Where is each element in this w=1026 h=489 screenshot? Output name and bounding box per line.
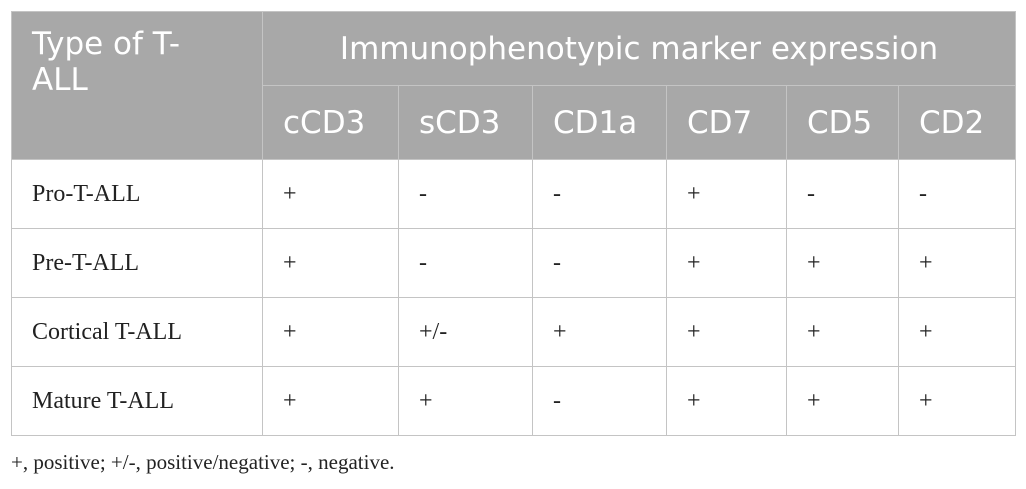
cell: +	[262, 366, 399, 436]
column-header: sCD3	[398, 85, 533, 160]
table-row: Pre-T-ALL + - - + + +	[11, 228, 1017, 298]
column-header: cCD3	[262, 85, 399, 160]
column-header: CD1a	[532, 85, 667, 160]
group-header: Immunophenotypic marker expression	[261, 11, 1017, 86]
cell: +	[897, 228, 1017, 298]
row-label: Pre-T-ALL	[11, 228, 263, 298]
cell: -	[786, 159, 899, 229]
table-row: Mature T-ALL + + - + + +	[11, 366, 1017, 436]
column-header: CD5	[786, 85, 899, 160]
table-row: Cortical T-ALL + +/- + + + +	[11, 297, 1017, 367]
corner-label: Type of T-ALL	[32, 26, 181, 98]
cell: +/-	[398, 297, 533, 367]
cell: -	[532, 366, 667, 436]
cell: +	[897, 297, 1017, 367]
cell: +	[262, 297, 399, 367]
header-cell: Type of T-ALL	[11, 11, 263, 160]
cell: +	[398, 366, 533, 436]
cell: -	[532, 159, 667, 229]
cell: -	[897, 159, 1017, 229]
cell: -	[532, 228, 667, 298]
row-label: Cortical T-ALL	[11, 297, 263, 367]
cell: +	[262, 228, 399, 298]
row-label: Mature T-ALL	[11, 366, 263, 436]
cell: +	[897, 366, 1017, 436]
cell: +	[786, 297, 899, 367]
cell: -	[398, 228, 533, 298]
cell: +	[666, 159, 787, 229]
column-header: CD7	[666, 85, 787, 160]
cell: +	[666, 366, 787, 436]
row-label: Pro-T-ALL	[11, 159, 263, 229]
cell: -	[398, 159, 533, 229]
column-header: CD2	[897, 85, 1017, 160]
cell: +	[786, 228, 899, 298]
cell: +	[666, 228, 787, 298]
cell: +	[532, 297, 667, 367]
table-row: Pro-T-ALL + - - + - -	[11, 159, 1017, 229]
marker-table: Type of T-ALL Immunophenotypic marker ex…	[11, 11, 1017, 436]
cell: +	[262, 159, 399, 229]
cell: +	[666, 297, 787, 367]
cell: +	[786, 366, 899, 436]
footnote: +, positive; +/-, positive/negative; -, …	[11, 450, 395, 474]
